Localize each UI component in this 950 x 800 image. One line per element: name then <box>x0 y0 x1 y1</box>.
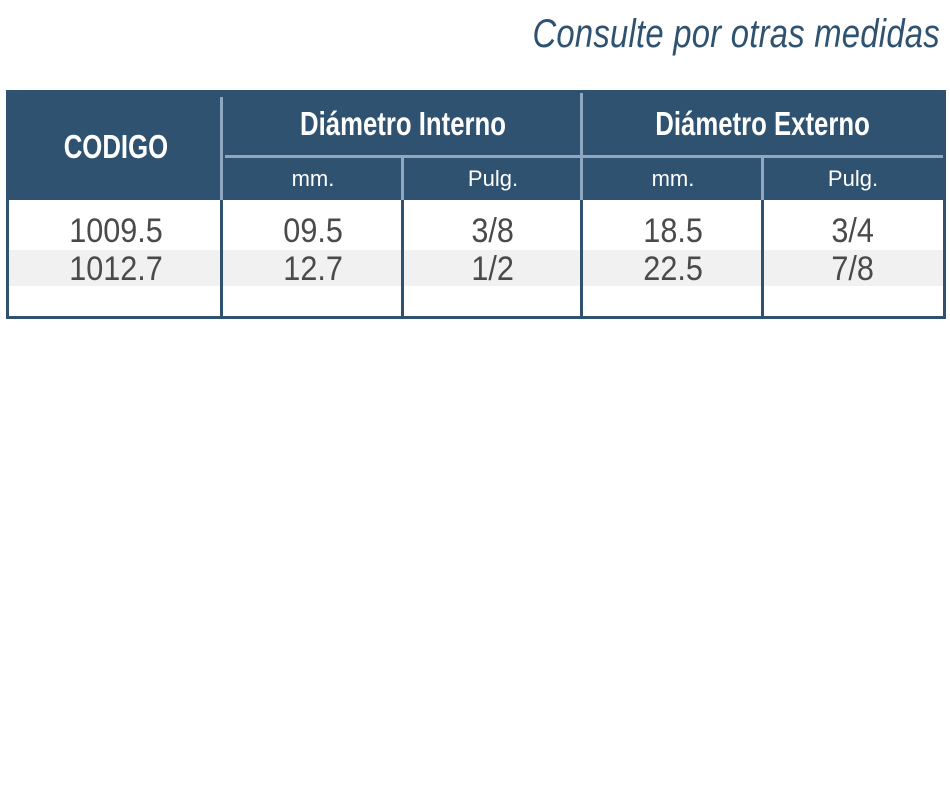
cell-interno-mm: 12.7 <box>283 249 343 288</box>
column-divider <box>401 200 404 319</box>
header-divider <box>225 155 943 158</box>
header-externo-mm: mm. <box>651 166 695 191</box>
header-externo-pulg: Pulg. <box>827 166 879 191</box>
cell-codigo: 1009.5 <box>69 211 163 250</box>
cell-interno-pulg: 3/8 <box>471 211 515 250</box>
header-divider <box>761 158 764 200</box>
header-interno-pulg: Pulg. <box>467 166 519 191</box>
table-header: CODIGO Diámetro Interno Diámetro Externo… <box>9 93 943 200</box>
header-diametro-externo: Diámetro Externo <box>655 105 871 142</box>
cell-externo-mm: 18.5 <box>643 211 703 250</box>
cell-interno-mm: 09.5 <box>283 211 343 250</box>
column-divider <box>761 200 764 319</box>
other-sizes-note: Consulte por otras medidas <box>532 12 940 56</box>
table-row: 1012.7 12.7 1/2 22.5 7/8 <box>9 249 943 288</box>
header-codigo: CODIGO <box>63 127 169 165</box>
header-divider <box>220 97 223 200</box>
sizes-table: CODIGO Diámetro Interno Diámetro Externo… <box>6 90 946 319</box>
header-diametro-interno: Diámetro Interno <box>300 105 506 142</box>
cell-interno-pulg: 1/2 <box>471 249 515 288</box>
column-divider <box>580 200 583 319</box>
table-row-empty <box>9 288 943 319</box>
cell-externo-pulg: 3/4 <box>831 211 875 250</box>
cell-externo-pulg: 7/8 <box>831 249 875 288</box>
header-divider <box>580 93 583 200</box>
table-row: 1009.5 09.5 3/8 18.5 3/4 <box>9 211 943 250</box>
header-interno-mm: mm. <box>291 166 335 191</box>
cell-externo-mm: 22.5 <box>643 249 703 288</box>
cell-codigo: 1012.7 <box>69 249 163 288</box>
column-divider <box>220 200 223 319</box>
header-divider <box>401 158 404 200</box>
